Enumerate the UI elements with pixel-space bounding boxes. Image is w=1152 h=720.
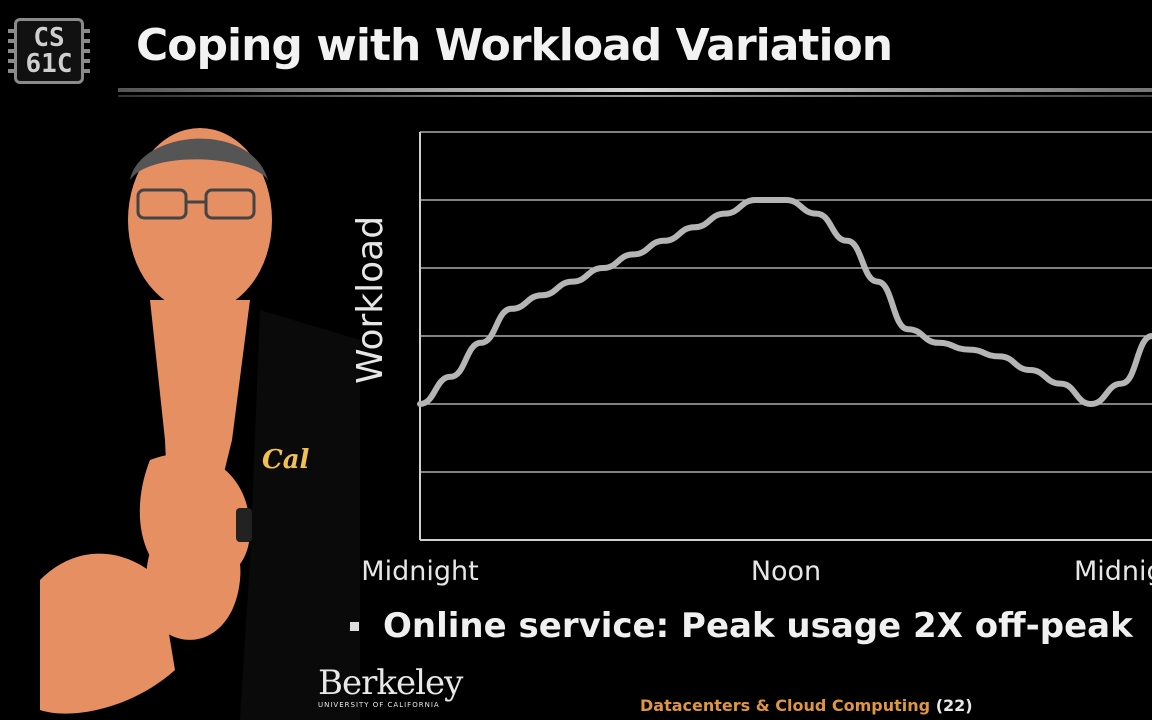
- glasses-icon: [136, 188, 256, 220]
- presenter-head: [128, 128, 272, 312]
- x-tick-label: Midnight: [1074, 556, 1152, 587]
- presenter-hand-right: [146, 522, 241, 640]
- y-axis-label: Workload: [350, 216, 391, 384]
- slide-footer: Datacenters & Cloud Computing (22): [640, 696, 973, 715]
- workload-chart: Workload Midnight Noon Midnight: [350, 131, 1152, 587]
- presenter-arm: [40, 553, 175, 714]
- berkeley-subtitle: UNIVERSITY OF CALIFORNIA: [318, 701, 440, 709]
- logo-line2: 61C: [25, 49, 73, 79]
- presenter-hair: [130, 138, 268, 180]
- shirt-logo: Cal: [262, 445, 310, 475]
- course-logo: CS 61C: [8, 18, 90, 84]
- lecture-title: Datacenters & Cloud Computing: [640, 696, 931, 715]
- title-divider-secondary: [118, 95, 1152, 97]
- bullet-marker-icon: [350, 621, 359, 631]
- bullet-text: Online service: Peak usage 2X off-peak: [383, 606, 1133, 646]
- logo-line1: CS: [33, 23, 65, 53]
- berkeley-wordmark: Berkeley: [318, 663, 463, 703]
- slide-number: (22): [935, 696, 973, 715]
- title-divider: [118, 88, 1152, 92]
- berkeley-logo: Berkeley UNIVERSITY OF CALIFORNIA: [318, 663, 463, 709]
- slide-title: Coping with Workload Variation: [136, 20, 893, 71]
- presenter-video: Cal: [40, 128, 360, 720]
- series-line-0: [417, 197, 1152, 408]
- x-tick-label: Midnight: [361, 556, 478, 587]
- bullet-point: Online service: Peak usage 2X off-peak: [350, 606, 1133, 646]
- x-tick-label: Noon: [751, 556, 821, 587]
- presenter-shirt: [240, 310, 360, 720]
- watch-icon: [236, 508, 252, 542]
